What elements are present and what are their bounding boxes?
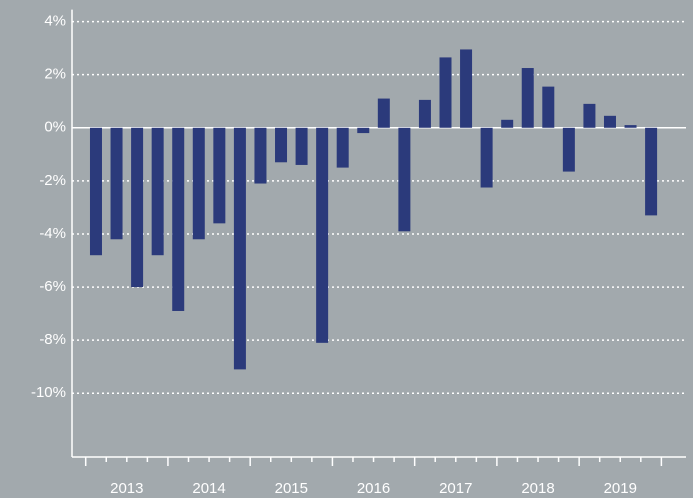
x-group-label: 2014 (192, 480, 225, 497)
bar (480, 127, 493, 188)
bar (336, 127, 349, 168)
bar (542, 86, 555, 128)
x-group-label: 2017 (439, 480, 472, 497)
bar (460, 49, 473, 128)
bar (316, 127, 329, 343)
bar (624, 125, 637, 128)
bar (418, 99, 431, 128)
bar (131, 127, 144, 288)
bar (562, 127, 575, 172)
bar (645, 127, 658, 216)
y-tick-label: 0% (44, 119, 66, 136)
bar (172, 127, 185, 311)
bar (521, 68, 534, 128)
bar (377, 98, 390, 128)
bar (254, 127, 267, 184)
y-tick-label: 4% (44, 13, 66, 30)
bar (89, 127, 102, 256)
y-tick-label: -6% (39, 278, 66, 295)
x-group-label: 2016 (357, 480, 390, 497)
y-tick-label: -2% (39, 172, 66, 189)
bar (603, 115, 616, 128)
y-tick-label: -10% (31, 384, 66, 401)
bar (398, 127, 411, 232)
bar (583, 103, 596, 128)
bar (501, 119, 514, 128)
bar (110, 127, 123, 240)
x-group-label: 2013 (110, 480, 143, 497)
y-tick-label: -4% (39, 225, 66, 242)
bar (275, 127, 288, 163)
bar (151, 127, 164, 256)
bar (192, 127, 205, 240)
bar (233, 127, 246, 370)
bar (295, 127, 308, 165)
bar (439, 57, 452, 128)
x-group-label: 2015 (275, 480, 308, 497)
y-tick-label: -8% (39, 331, 66, 348)
bar (213, 127, 226, 224)
bar (357, 127, 370, 134)
x-group-label: 2019 (604, 480, 637, 497)
y-tick-label: 2% (44, 66, 66, 83)
x-group-label: 2018 (521, 480, 554, 497)
